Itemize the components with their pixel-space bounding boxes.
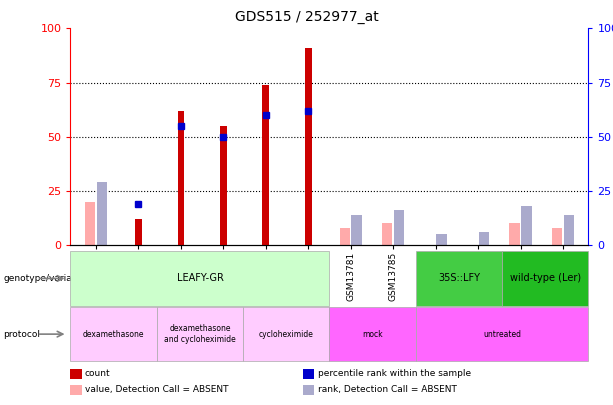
Text: LEAFY-GR: LEAFY-GR xyxy=(177,273,223,283)
Bar xyxy=(436,234,447,245)
Bar xyxy=(382,224,392,245)
Text: genotype/variation: genotype/variation xyxy=(3,274,89,283)
Bar xyxy=(262,85,269,245)
Text: protocol: protocol xyxy=(3,330,40,339)
Bar xyxy=(97,182,107,245)
Text: rank, Detection Call = ABSENT: rank, Detection Call = ABSENT xyxy=(318,385,457,394)
Bar xyxy=(351,215,362,245)
Text: wild-type (Ler): wild-type (Ler) xyxy=(510,273,581,283)
Bar xyxy=(552,228,562,245)
Bar xyxy=(135,219,142,245)
Bar xyxy=(394,210,405,245)
Bar xyxy=(564,215,574,245)
Text: value, Detection Call = ABSENT: value, Detection Call = ABSENT xyxy=(85,385,228,394)
Text: untreated: untreated xyxy=(483,330,521,339)
Text: mock: mock xyxy=(362,330,383,339)
Bar xyxy=(85,202,95,245)
Text: dexamethasone
and cycloheximide: dexamethasone and cycloheximide xyxy=(164,324,236,344)
Bar xyxy=(479,232,489,245)
Text: count: count xyxy=(85,369,110,378)
Bar xyxy=(521,206,531,245)
Text: dexamethasone: dexamethasone xyxy=(83,330,145,339)
Text: GDS515 / 252977_at: GDS515 / 252977_at xyxy=(235,10,378,24)
Bar xyxy=(305,48,311,245)
Bar xyxy=(509,224,520,245)
Text: cycloheximide: cycloheximide xyxy=(259,330,314,339)
Bar xyxy=(220,126,227,245)
Text: 35S::LFY: 35S::LFY xyxy=(438,273,480,283)
Bar xyxy=(340,228,350,245)
Text: percentile rank within the sample: percentile rank within the sample xyxy=(318,369,471,378)
Bar xyxy=(178,111,185,245)
